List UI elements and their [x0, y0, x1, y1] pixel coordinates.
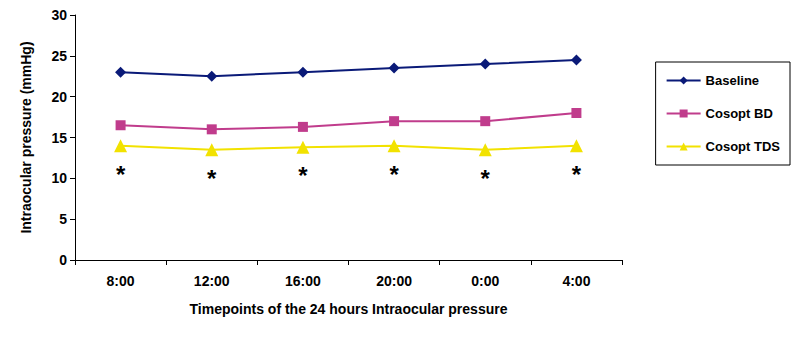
svg-text:*: * — [116, 161, 126, 188]
svg-text:16:00: 16:00 — [285, 273, 321, 289]
svg-text:*: * — [481, 165, 491, 192]
svg-text:8:00: 8:00 — [107, 273, 135, 289]
svg-text:Cosopt BD: Cosopt BD — [706, 106, 773, 121]
svg-text:*: * — [207, 165, 217, 192]
svg-text:0:00: 0:00 — [471, 273, 499, 289]
svg-text:Intraocular pressure (mmHg): Intraocular pressure (mmHg) — [18, 41, 34, 233]
svg-text:15: 15 — [51, 130, 67, 146]
svg-text:*: * — [298, 162, 308, 189]
svg-text:12:00: 12:00 — [194, 273, 230, 289]
svg-text:Cosopt TDS: Cosopt TDS — [706, 139, 781, 154]
svg-text:4:00: 4:00 — [562, 273, 590, 289]
svg-text:*: * — [389, 161, 399, 188]
svg-text:0: 0 — [59, 252, 67, 268]
svg-text:Timepoints of the 24 hours Int: Timepoints of the 24 hours Intraocular p… — [190, 301, 508, 317]
svg-text:*: * — [572, 161, 582, 188]
svg-text:20: 20 — [51, 89, 67, 105]
svg-text:Baseline: Baseline — [706, 73, 759, 88]
svg-text:30: 30 — [51, 7, 67, 23]
svg-text:5: 5 — [59, 211, 67, 227]
svg-text:20:00: 20:00 — [376, 273, 412, 289]
svg-text:10: 10 — [51, 170, 67, 186]
svg-text:25: 25 — [51, 48, 67, 64]
